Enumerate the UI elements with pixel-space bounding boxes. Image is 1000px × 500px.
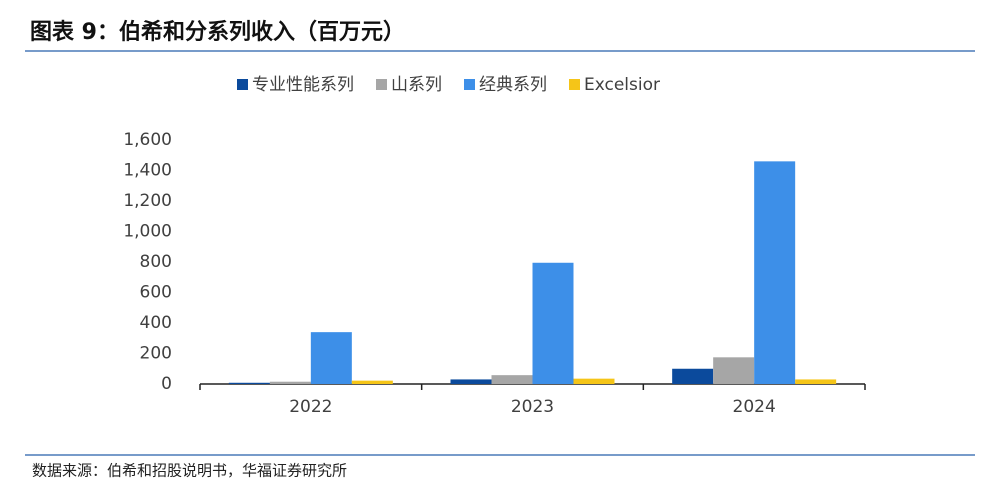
legend-label: Excelsior: [584, 75, 660, 95]
bar: [573, 378, 615, 384]
source-note: 数据来源：伯希和招股说明书，华福证券研究所: [32, 462, 347, 480]
y-tick-label: 0: [161, 374, 172, 394]
y-tick-label: 1,000: [123, 222, 172, 242]
y-tick-label: 800: [140, 252, 172, 272]
y-tick-label: 200: [140, 344, 172, 364]
bar: [532, 262, 574, 384]
y-tick-label: 1,600: [123, 130, 172, 150]
x-tick-label: 2022: [289, 397, 332, 417]
bar: [310, 332, 352, 384]
x-tick-label: 2023: [511, 397, 554, 417]
y-tick-label: 600: [140, 283, 172, 303]
legend-label: 专业性能系列: [252, 75, 354, 95]
y-tick-label: 400: [140, 313, 172, 333]
legend-label: 山系列: [391, 75, 442, 95]
bar: [450, 379, 492, 384]
legend-swatch: [237, 79, 248, 90]
legend-swatch: [569, 79, 580, 90]
bar: [672, 368, 714, 384]
legend-swatch: [464, 79, 475, 90]
bar: [795, 379, 837, 384]
bar: [491, 375, 533, 384]
y-tick-label: 1,200: [123, 191, 172, 211]
bar: [269, 381, 311, 384]
x-tick-label: 2024: [733, 397, 776, 417]
bar: [713, 357, 755, 384]
bar: [351, 380, 393, 384]
y-tick-label: 1,400: [123, 161, 172, 181]
legend-label: 经典系列: [479, 75, 547, 95]
legend-swatch: [376, 79, 387, 90]
bar: [228, 382, 270, 384]
bar: [754, 161, 796, 384]
chart-title: 图表 9：伯希和分系列收入（百万元）: [30, 19, 405, 45]
